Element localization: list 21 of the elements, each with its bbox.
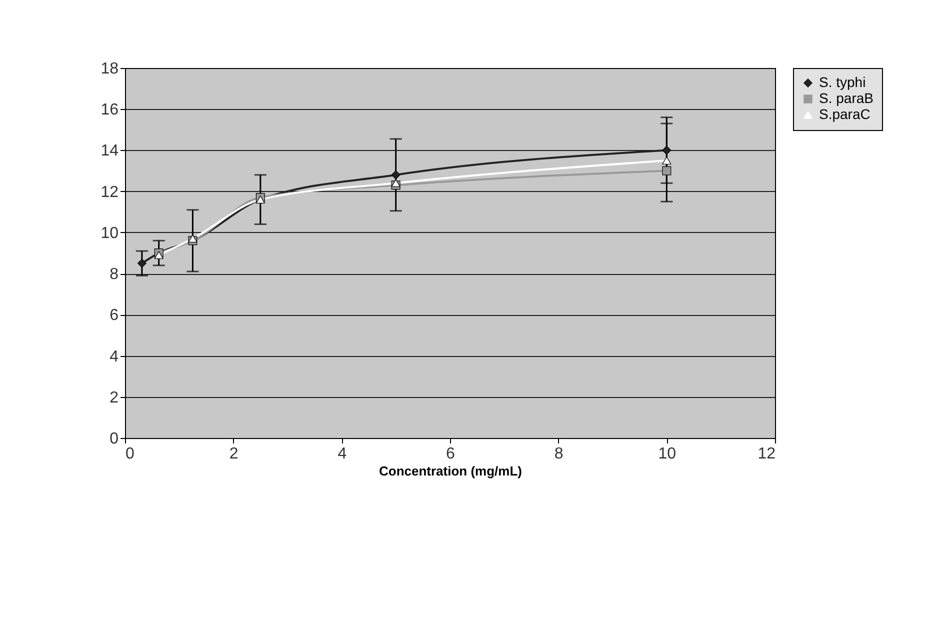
x-tick-label: 12: [758, 446, 776, 462]
x-tick-label: 2: [229, 446, 238, 462]
x-tick-label: 10: [658, 446, 676, 462]
y-tick-label: 18: [100, 60, 119, 78]
x-tick-label: 0: [126, 446, 134, 462]
x-tick-label: 4: [338, 446, 347, 462]
y-tick-label: 12: [100, 184, 119, 201]
legend-label: S. paraB: [819, 90, 874, 106]
legend-label: S.paraC: [819, 106, 870, 122]
y-tick-label: 8: [110, 266, 119, 284]
x-axis-title: Concentration (mg/mL): [379, 464, 522, 478]
y-tick-label: 6: [110, 307, 119, 324]
y-tick-label: 0: [110, 430, 119, 448]
y-tick-label: 10: [100, 224, 119, 242]
y-tick-label: 16: [100, 102, 119, 119]
x-tick-label: 6: [446, 446, 456, 462]
y-tick-label: 2: [110, 389, 119, 406]
legend-label: S. typhi: [819, 74, 866, 90]
x-tick-label: 8: [554, 446, 564, 462]
y-tick-label: 4: [110, 348, 119, 366]
y-tick-label: 14: [100, 142, 119, 160]
